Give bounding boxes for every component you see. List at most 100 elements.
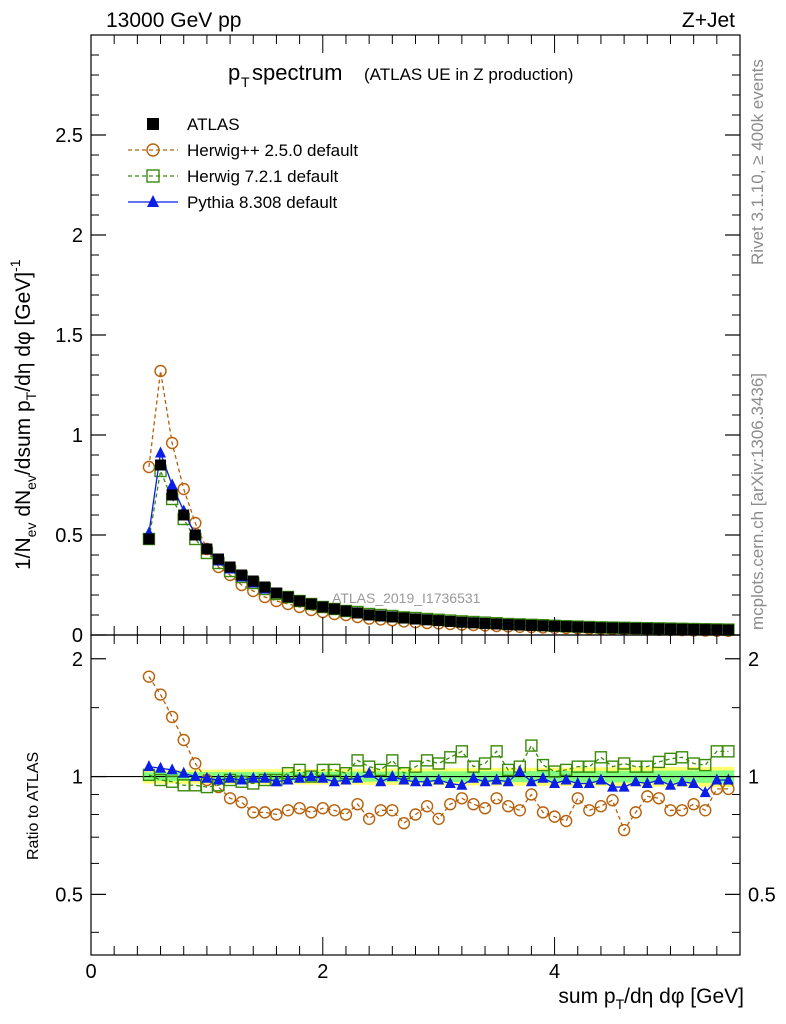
ratio-point-pythia-8-308-default <box>236 773 248 785</box>
header-process-label: Z+Jet <box>682 9 735 32</box>
ratio-point-herwig-7-2-1-default-shape <box>386 754 399 767</box>
ratio-point-pythia-8-308-default <box>676 775 688 787</box>
ratio-point-herwig-7-2-1-default-shape <box>432 757 445 770</box>
plot-title: p T spectrum (ATLAS UE in Z production) <box>228 60 573 90</box>
ratio-point-herwig-2-5-0-default <box>699 804 712 817</box>
point-atlas <box>201 543 213 555</box>
ratio-point-herwig-2-5-0-default <box>223 792 237 805</box>
ratio-point-pythia-8-308-default <box>328 775 340 787</box>
ratio-point-herwig-7-2-1-default-shape <box>455 745 469 758</box>
legend-item-pythia-8-308-default: Pythia 8.308 default <box>128 193 338 212</box>
point-atlas <box>491 618 503 630</box>
point-atlas <box>189 529 201 541</box>
ratio-point-pythia-8-308-default <box>166 763 178 775</box>
ratio-point-pythia-8-308-default <box>143 760 155 772</box>
ratio-point-pythia-8-308-default <box>178 766 190 778</box>
ratio-point-pythia-8-308-default <box>595 773 607 785</box>
x-tick-label: 0 <box>85 961 96 983</box>
ratio-point-pythia-8-308-default <box>375 775 387 787</box>
legend-marker <box>146 143 160 157</box>
ratio-y-tick-label-right: 0.5 <box>748 884 776 906</box>
ratio-point-pythia-8-308-default <box>189 770 201 782</box>
ratio-point-herwig-7-2-1-default <box>351 754 364 767</box>
title-paren: (ATLAS UE in Z production) <box>364 65 573 84</box>
ratio-point-pythia-8-308-default <box>456 778 468 790</box>
svg-text:p: p <box>228 60 240 85</box>
ratio-point-herwig-2-5-0-default <box>629 806 642 819</box>
ratio-point-herwig-2-5-0-default <box>675 804 689 817</box>
ratio-point-herwig-7-2-1-default <box>386 754 399 767</box>
ratio-point-pythia-8-308-default <box>560 773 572 785</box>
ratio-point-herwig-2-5-0-default <box>594 800 608 813</box>
point-atlas <box>270 587 282 599</box>
ratio-point-pythia-8-308-default <box>607 780 619 792</box>
ratio-point-pythia-8-308-default <box>479 775 491 787</box>
ratio-point-pythia-8-308-default <box>340 773 352 785</box>
point-atlas <box>352 607 364 619</box>
ratio-point-herwig-2-5-0-default <box>316 802 329 815</box>
point-atlas <box>699 624 711 636</box>
point-pythia-8-308-default <box>155 446 167 458</box>
x-tick-label: 2 <box>317 961 328 983</box>
ratio-point-pythia-8-308-default <box>467 771 479 783</box>
ratio-point-herwig-2-5-0-default <box>687 797 700 811</box>
ratio-point-herwig-7-2-1-default <box>490 745 503 758</box>
ratio-point-pythia-8-308-default <box>352 771 364 783</box>
ratio-y-tick-label: 0.5 <box>55 884 83 906</box>
ratio-point-herwig-7-2-1-default-shape <box>478 757 492 770</box>
point-atlas <box>386 611 398 623</box>
ratio-point-herwig-2-5-0-default <box>351 797 364 811</box>
ratio-point-herwig-7-2-1-default <box>652 755 666 769</box>
point-atlas <box>143 533 155 545</box>
point-atlas <box>340 605 352 617</box>
legend-item-atlas: ATLAS <box>147 115 240 134</box>
point-atlas <box>328 603 340 615</box>
ratio-point-herwig-7-2-1-default <box>536 758 550 772</box>
ratio-point-herwig-7-2-1-default <box>525 739 538 752</box>
ratio-point-herwig-2-5-0-default <box>397 817 411 830</box>
ratio-point-herwig-2-5-0-default <box>571 792 584 805</box>
point-atlas <box>224 561 236 573</box>
ratio-point-herwig-2-5-0-default <box>583 804 596 817</box>
point-herwig-2-5-0-default <box>165 436 179 450</box>
ratio-point-pythia-8-308-default <box>711 773 723 785</box>
x-tick-label: 4 <box>549 961 560 983</box>
ratio-point-pythia-8-308-default <box>282 773 294 785</box>
ratio-point-pythia-8-308-default <box>224 771 236 783</box>
point-atlas <box>479 617 491 629</box>
point-atlas <box>363 609 375 621</box>
ratio-point-pythia-8-308-default <box>537 771 549 783</box>
ratio-point-herwig-2-5-0-default <box>189 757 202 770</box>
ratio-point-pythia-8-308-default <box>317 771 329 783</box>
ratio-point-herwig-7-2-1-default-shape <box>536 758 550 772</box>
point-atlas <box>305 598 317 610</box>
ratio-y-tick-label: 1 <box>72 767 83 789</box>
point-atlas <box>410 613 421 625</box>
title-word: spectrum <box>252 60 342 85</box>
ratio-point-herwig-2-5-0-default <box>258 806 272 819</box>
top-y-tick-label: 0 <box>72 625 83 647</box>
point-atlas <box>444 615 456 627</box>
ratio-point-pythia-8-308-default <box>549 777 561 789</box>
ratio-point-herwig-7-2-1-default <box>455 745 469 758</box>
point-herwig-2-5-0-default <box>177 482 190 496</box>
ratio-point-herwig-7-2-1-default <box>699 758 712 772</box>
point-atlas <box>560 621 572 633</box>
ratio-point-herwig-2-5-0-default <box>420 800 434 813</box>
ratio-point-pythia-8-308-default <box>722 773 734 785</box>
side-label-mcplots: mcplots.cern.ch [arXiv:1306.3436] <box>748 373 767 630</box>
ratio-point-pythia-8-308-default <box>502 775 514 787</box>
legend-label: Herwig 7.2.1 default <box>187 167 338 186</box>
point-pythia-8-308-default <box>166 478 178 490</box>
point-atlas <box>375 610 387 622</box>
point-atlas <box>155 459 167 471</box>
ratio-point-pythia-8-308-default <box>433 773 445 785</box>
header-energy-label: 13000 GeV pp <box>106 9 241 32</box>
ratio-point-herwig-7-2-1-default-shape <box>594 751 608 764</box>
legend-marker <box>146 169 160 183</box>
ratio-point-herwig-2-5-0-default <box>548 810 561 823</box>
ratio-point-pythia-8-308-default <box>201 771 213 783</box>
point-atlas <box>398 612 410 624</box>
point-atlas <box>433 615 445 627</box>
point-atlas <box>236 569 248 581</box>
